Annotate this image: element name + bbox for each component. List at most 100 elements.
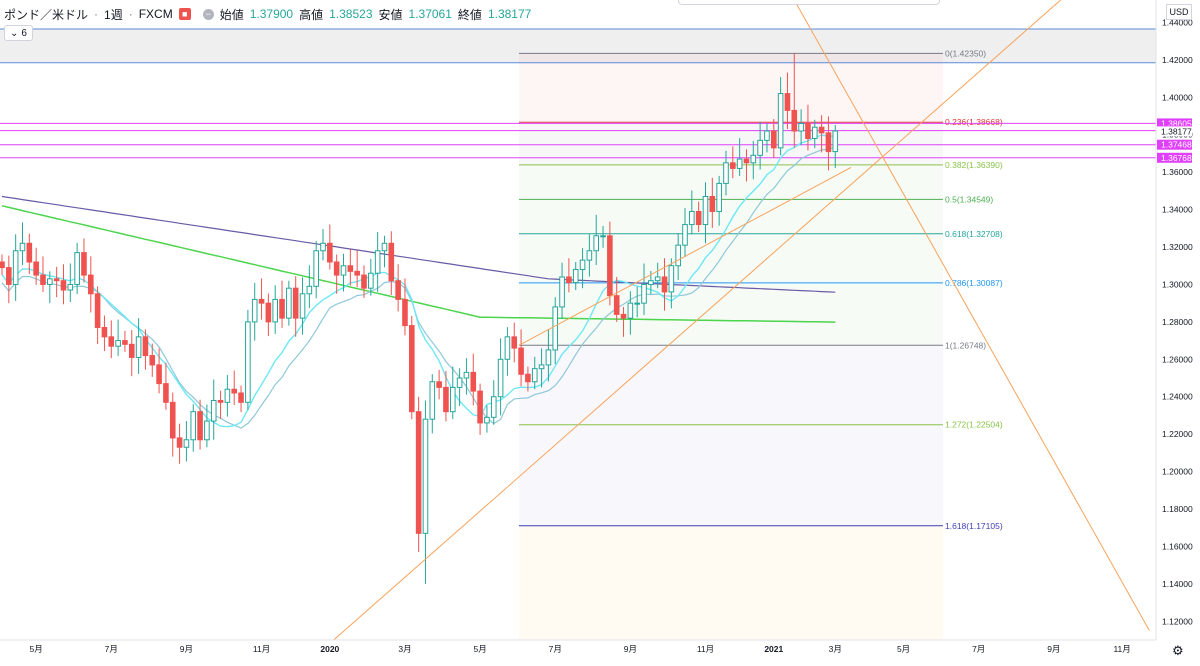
candle-body[interactable] xyxy=(204,420,210,441)
candle-body[interactable] xyxy=(832,130,839,153)
candle-body[interactable] xyxy=(183,439,190,448)
candle-body[interactable] xyxy=(190,411,197,441)
candle-body[interactable] xyxy=(559,276,565,308)
candle-body[interactable] xyxy=(470,371,477,392)
candle-body[interactable] xyxy=(825,132,832,153)
candle-body[interactable] xyxy=(777,93,784,149)
candle-body[interactable] xyxy=(518,347,524,375)
candle-body[interactable] xyxy=(613,295,620,315)
candle-body[interactable] xyxy=(730,162,736,169)
candle-body[interactable] xyxy=(87,274,94,295)
candle-body[interactable] xyxy=(340,265,347,276)
candle-body[interactable] xyxy=(675,244,681,267)
candle-body[interactable] xyxy=(449,386,456,413)
candle-body[interactable] xyxy=(163,383,169,403)
candle-body[interactable] xyxy=(122,340,128,345)
candle-body[interactable] xyxy=(586,250,593,261)
candle-body[interactable] xyxy=(245,321,251,403)
symbol-legend[interactable]: ポンド／米ドル · 1週 · FXCM ■ − 始値 1.37900 高値 1.38… xyxy=(4,4,532,24)
candle-body[interactable] xyxy=(620,313,627,319)
candle-body[interactable] xyxy=(525,373,531,383)
candle-body[interactable] xyxy=(67,283,74,291)
candle-body[interactable] xyxy=(600,235,606,238)
candle-body[interactable] xyxy=(26,242,33,263)
candle-body[interactable] xyxy=(805,123,811,139)
candle-body[interactable] xyxy=(381,242,388,252)
candle-body[interactable] xyxy=(511,336,518,349)
candle-body[interactable] xyxy=(422,418,429,534)
candle-body[interactable] xyxy=(210,399,217,422)
candle-body[interactable] xyxy=(292,287,299,319)
candle-body[interactable] xyxy=(231,388,238,394)
trend-line[interactable] xyxy=(322,0,1061,650)
candle-body[interactable] xyxy=(402,298,408,327)
candle-body[interactable] xyxy=(333,261,340,276)
candle-body[interactable] xyxy=(354,270,360,276)
indicator-toggle-button[interactable]: ⌄ 6 xyxy=(4,25,33,41)
price-axis[interactable] xyxy=(1156,0,1200,661)
candle-body[interactable] xyxy=(33,261,39,276)
candle-body[interactable] xyxy=(477,390,483,424)
trend-line[interactable] xyxy=(793,0,1150,631)
candle-body[interactable] xyxy=(641,283,647,304)
candle-body[interactable] xyxy=(607,235,613,297)
candle-body[interactable] xyxy=(272,298,278,323)
candle-body[interactable] xyxy=(668,265,675,293)
candle-body[interactable] xyxy=(764,130,770,141)
candle-body[interactable] xyxy=(265,302,272,323)
symbol-name[interactable]: ポンド／米ドル xyxy=(4,7,89,22)
candle-body[interactable] xyxy=(361,274,367,289)
candle-body[interactable] xyxy=(60,280,67,291)
candle-body[interactable] xyxy=(634,302,640,305)
candle-body[interactable] xyxy=(149,355,156,366)
candle-body[interactable] xyxy=(654,276,661,282)
visibility-icon[interactable]: − xyxy=(202,8,214,20)
candle-body[interactable] xyxy=(395,280,401,300)
trend-line[interactable] xyxy=(518,167,852,346)
candle-body[interactable] xyxy=(627,302,634,319)
candle-body[interactable] xyxy=(115,340,121,347)
candle-body[interactable] xyxy=(327,242,333,263)
candle-body[interactable] xyxy=(251,298,258,323)
candle-body[interactable] xyxy=(306,285,313,295)
time-axis[interactable] xyxy=(0,640,1156,661)
candle-body[interactable] xyxy=(169,401,176,439)
candle-body[interactable] xyxy=(443,386,449,413)
candle-body[interactable] xyxy=(6,267,12,285)
candle-body[interactable] xyxy=(463,371,470,379)
candle-body[interactable] xyxy=(197,411,203,441)
candle-body[interactable] xyxy=(320,242,326,252)
candle-body[interactable] xyxy=(53,278,60,282)
candle-body[interactable] xyxy=(811,126,818,139)
candle-body[interactable] xyxy=(702,195,709,226)
candle-body[interactable] xyxy=(135,336,142,358)
ma-slow-cyan-line[interactable] xyxy=(1,146,836,429)
candle-body[interactable] xyxy=(538,364,545,370)
candle-body[interactable] xyxy=(709,195,716,212)
candle-body[interactable] xyxy=(723,162,729,184)
candle-body[interactable] xyxy=(156,364,162,385)
candle-body[interactable] xyxy=(490,396,497,418)
candle-body[interactable] xyxy=(40,274,46,285)
candle-body[interactable] xyxy=(791,109,798,132)
ma-purple-line[interactable] xyxy=(1,195,836,293)
candle-body[interactable] xyxy=(19,242,26,252)
candle-body[interactable] xyxy=(552,306,559,351)
candle-body[interactable] xyxy=(579,259,586,270)
candle-body[interactable] xyxy=(12,250,19,285)
candle-body[interactable] xyxy=(818,126,825,134)
candle-body[interactable] xyxy=(176,437,183,448)
candle-body[interactable] xyxy=(484,416,490,424)
candle-body[interactable] xyxy=(258,298,265,304)
candle-body[interactable] xyxy=(217,399,224,403)
candle-body[interactable] xyxy=(743,158,750,164)
candle-body[interactable] xyxy=(736,158,743,169)
candle-body[interactable] xyxy=(716,182,722,212)
candle-body[interactable] xyxy=(128,343,135,358)
candle-body[interactable] xyxy=(286,287,292,319)
candle-body[interactable] xyxy=(436,381,442,388)
candle-body[interactable] xyxy=(101,326,108,338)
candle-body[interactable] xyxy=(689,210,695,226)
